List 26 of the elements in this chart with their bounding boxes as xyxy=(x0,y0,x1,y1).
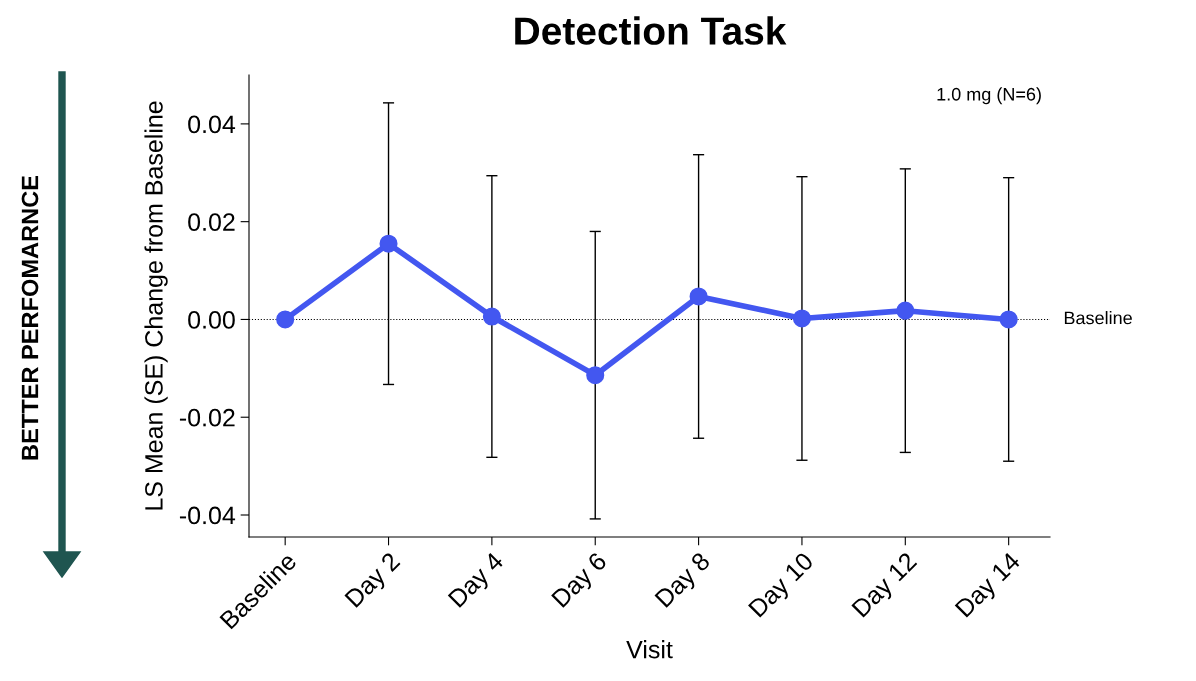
x-tick-label: Day 14 xyxy=(954,551,1025,622)
point xyxy=(482,307,501,326)
ref-line-label: Baseline xyxy=(1064,311,1132,325)
x-tick-label: Day 2 xyxy=(344,551,405,612)
x-tick-label: Day 4 xyxy=(447,551,508,612)
x-tick-label: Day 10 xyxy=(747,551,818,622)
text: BETTER PERFOMARNCE xyxy=(21,175,39,460)
point xyxy=(792,309,811,328)
x-tick-label: Day 6 xyxy=(550,551,611,612)
y-tick-label: -0.04 xyxy=(179,506,236,525)
point xyxy=(689,287,708,306)
x-tick-label: Day 8 xyxy=(654,551,715,612)
point xyxy=(276,310,295,329)
y-tick-label: 0.04 xyxy=(188,115,236,134)
x-tick-label: Day 12 xyxy=(851,551,921,622)
point xyxy=(586,366,605,385)
point xyxy=(379,234,398,253)
point xyxy=(999,310,1018,329)
annotation: 1.0 mg (N=6) xyxy=(937,87,1041,105)
y-axis-title: LS Mean (SE) Change from Baseline xyxy=(144,101,168,510)
y-tick-label: 0.02 xyxy=(188,213,235,231)
point xyxy=(896,301,915,320)
chart-title: Detection Task xyxy=(515,16,787,45)
y-tick-label: 0.00 xyxy=(188,311,235,329)
y-tick-label: -0.02 xyxy=(179,408,235,427)
x-axis-title: Visit xyxy=(626,640,673,659)
